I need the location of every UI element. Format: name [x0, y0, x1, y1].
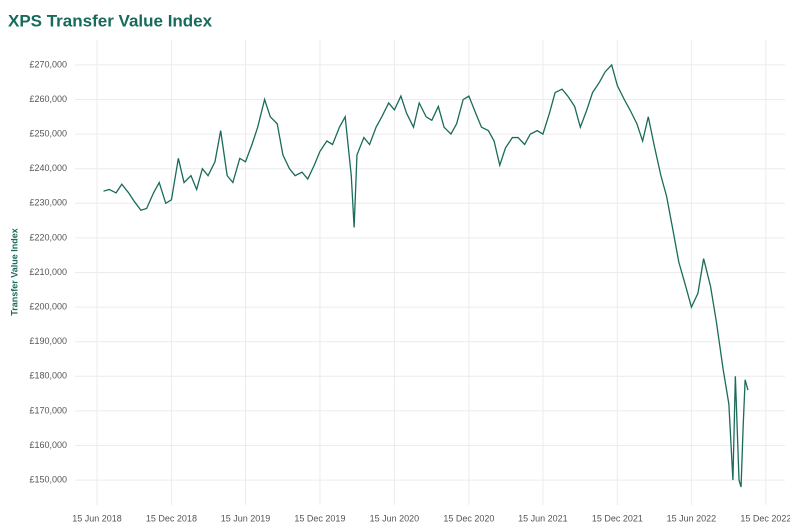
- x-tick-label: 15 Jun 2019: [221, 513, 271, 523]
- chart-title: XPS Transfer Value Index: [8, 11, 213, 30]
- data-line: [103, 63, 749, 488]
- y-tick-label: £170,000: [29, 405, 67, 415]
- x-tick-label: 15 Jun 2021: [518, 513, 568, 523]
- x-tick-label: 15 Dec 2022: [740, 513, 790, 523]
- x-tick-label: 15 Dec 2020: [443, 513, 494, 523]
- x-tick-label: 15 Jun 2020: [370, 513, 420, 523]
- y-tick-label: £250,000: [29, 128, 67, 138]
- y-tick-label: £190,000: [29, 336, 67, 346]
- x-tick-label: 15 Dec 2018: [146, 513, 197, 523]
- y-tick-label: £160,000: [29, 440, 67, 450]
- x-tick-label: 15 Dec 2021: [592, 513, 643, 523]
- x-tick-label: 15 Dec 2019: [294, 513, 345, 523]
- y-axis-title: Transfer Value Index: [9, 228, 19, 316]
- y-tick-label: £150,000: [29, 474, 67, 484]
- y-tick-label: £200,000: [29, 301, 67, 311]
- x-tick-label: 15 Jun 2018: [72, 513, 122, 523]
- y-tick-label: £210,000: [29, 267, 67, 277]
- y-tick-label: £220,000: [29, 232, 67, 242]
- y-tick-label: £240,000: [29, 163, 67, 173]
- y-tick-label: £230,000: [29, 198, 67, 208]
- y-tick-label: £270,000: [29, 59, 67, 69]
- y-tick-label: £260,000: [29, 94, 67, 104]
- y-tick-label: £180,000: [29, 371, 67, 381]
- x-tick-label: 15 Jun 2022: [667, 513, 717, 523]
